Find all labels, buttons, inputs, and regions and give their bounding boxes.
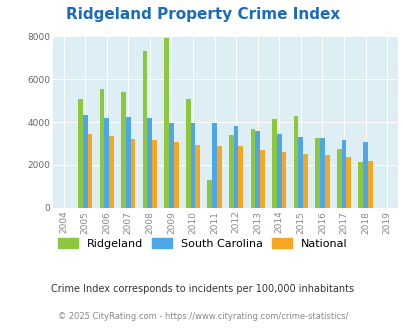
Bar: [83, 115, 87, 208]
Bar: [99, 89, 104, 208]
Bar: [238, 146, 243, 208]
Bar: [315, 138, 319, 208]
Bar: [336, 149, 341, 208]
Text: Crime Index corresponds to incidents per 100,000 inhabitants: Crime Index corresponds to incidents per…: [51, 284, 354, 294]
Bar: [190, 123, 195, 208]
Bar: [109, 136, 113, 208]
Bar: [168, 123, 173, 208]
Bar: [195, 145, 200, 208]
Bar: [216, 146, 221, 208]
Bar: [303, 154, 307, 208]
Bar: [185, 98, 190, 208]
Bar: [143, 51, 147, 208]
Bar: [293, 116, 298, 208]
Bar: [147, 118, 152, 208]
Bar: [250, 129, 255, 208]
Bar: [341, 140, 345, 208]
Bar: [358, 162, 362, 208]
Bar: [164, 38, 168, 208]
Bar: [87, 134, 92, 208]
Text: Ridgeland Property Crime Index: Ridgeland Property Crime Index: [66, 7, 339, 22]
Bar: [152, 140, 157, 208]
Bar: [104, 118, 109, 208]
Bar: [281, 152, 286, 208]
Bar: [126, 117, 130, 208]
Bar: [319, 138, 324, 208]
Text: © 2025 CityRating.com - https://www.cityrating.com/crime-statistics/: © 2025 CityRating.com - https://www.city…: [58, 312, 347, 321]
Bar: [260, 150, 264, 208]
Bar: [212, 123, 216, 208]
Bar: [271, 119, 276, 208]
Bar: [298, 137, 303, 208]
Bar: [173, 143, 178, 208]
Bar: [130, 139, 135, 208]
Bar: [362, 143, 367, 208]
Bar: [207, 180, 212, 208]
Bar: [367, 161, 372, 208]
Bar: [324, 155, 329, 208]
Bar: [345, 157, 350, 208]
Bar: [255, 131, 260, 208]
Bar: [78, 98, 83, 208]
Legend: Ridgeland, South Carolina, National: Ridgeland, South Carolina, National: [54, 234, 351, 253]
Bar: [233, 126, 238, 208]
Bar: [121, 92, 126, 208]
Bar: [228, 135, 233, 208]
Bar: [276, 134, 281, 208]
